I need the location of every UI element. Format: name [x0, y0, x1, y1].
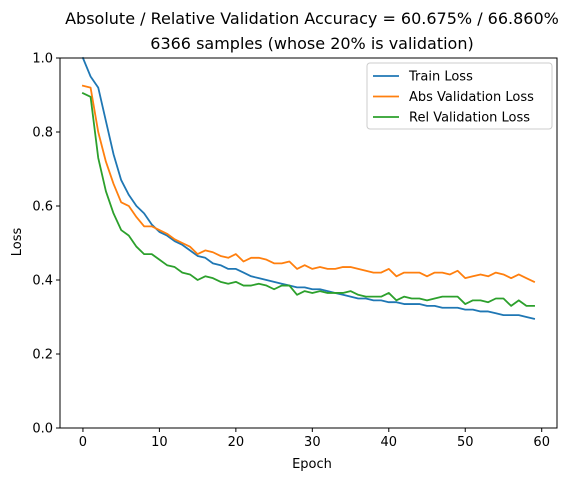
x-tick-label: 10	[151, 435, 168, 450]
x-tick-label: 20	[228, 435, 245, 450]
x-tick-label: 40	[381, 435, 398, 450]
y-tick-label: 0.6	[32, 200, 53, 215]
chart-subtitle: 6366 samples (whose 20% is validation)	[150, 34, 473, 53]
y-tick-label: 1.0	[32, 52, 53, 67]
y-tick-label: 0.4	[32, 274, 53, 289]
x-tick-label: 30	[304, 435, 321, 450]
chart-title: Absolute / Relative Validation Accuracy …	[65, 9, 559, 28]
plot-frame	[59, 57, 558, 429]
x-tick-label: 50	[457, 435, 474, 450]
x-axis-label: Epoch	[292, 457, 332, 472]
plot-area: 0 10 20 30 40 50 60 0.0 0.2 0.4 0.6 0.8 1.0 Train Los…	[32, 52, 558, 450]
legend-box	[366, 62, 553, 130]
x-tick-label: 0	[79, 435, 87, 450]
legend-entry-label: Train Loss	[408, 70, 473, 85]
legend-entry-label: Rel Validation Loss	[409, 111, 530, 126]
series-line-train-loss	[81, 56, 536, 320]
x-tick-label: 60	[533, 435, 550, 450]
y-axis-label: Loss	[10, 228, 25, 257]
series-line-abs-validation-loss	[81, 84, 536, 284]
y-tick-label: 0.0	[32, 422, 53, 437]
y-tick-label: 0.2	[32, 348, 53, 363]
legend-entry-label: Abs Validation Loss	[409, 90, 534, 105]
y-tick-label: 0.8	[32, 126, 53, 141]
series-line-rel-validation-loss	[81, 91, 535, 307]
